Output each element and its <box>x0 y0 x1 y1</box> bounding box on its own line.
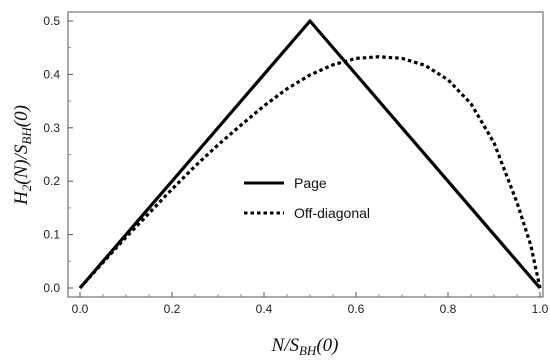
y-tick-label: 0.0 <box>43 281 60 295</box>
legend-label-off-diagonal: Off-diagonal <box>294 205 370 221</box>
y-tick-label: 0.3 <box>43 121 60 135</box>
x-tick-label: 0.2 <box>164 302 181 316</box>
plot-frame <box>67 11 544 298</box>
series-line-off-diagonal <box>78 55 542 290</box>
ticks: 0.0 0.2 0.4 0.6 0.8 1.0 0.0 0.1 0.2 0.3 0.4 0.5 <box>43 14 548 316</box>
series-layer <box>78 19 542 290</box>
x-tick-label: 0.8 <box>440 302 457 316</box>
y-tick-label: 0.2 <box>43 174 60 188</box>
y-tick-label: 0.1 <box>43 228 60 242</box>
x-tick-label: 0.0 <box>72 302 89 316</box>
y-tick-label: 0.4 <box>43 67 60 81</box>
legend-label-page: Page <box>294 175 327 191</box>
series-line-page <box>78 19 542 290</box>
x-tick-label: 0.4 <box>256 302 273 316</box>
y-axis-label: H2(N)/SBH(0) <box>11 105 34 206</box>
y-tick-label: 0.5 <box>43 14 60 28</box>
legend: Page Off-diagonal <box>244 175 370 221</box>
x-tick-label: 1.0 <box>532 302 549 316</box>
x-axis-label: N/SBH(0) <box>271 335 339 358</box>
x-tick-label: 0.6 <box>348 302 365 316</box>
